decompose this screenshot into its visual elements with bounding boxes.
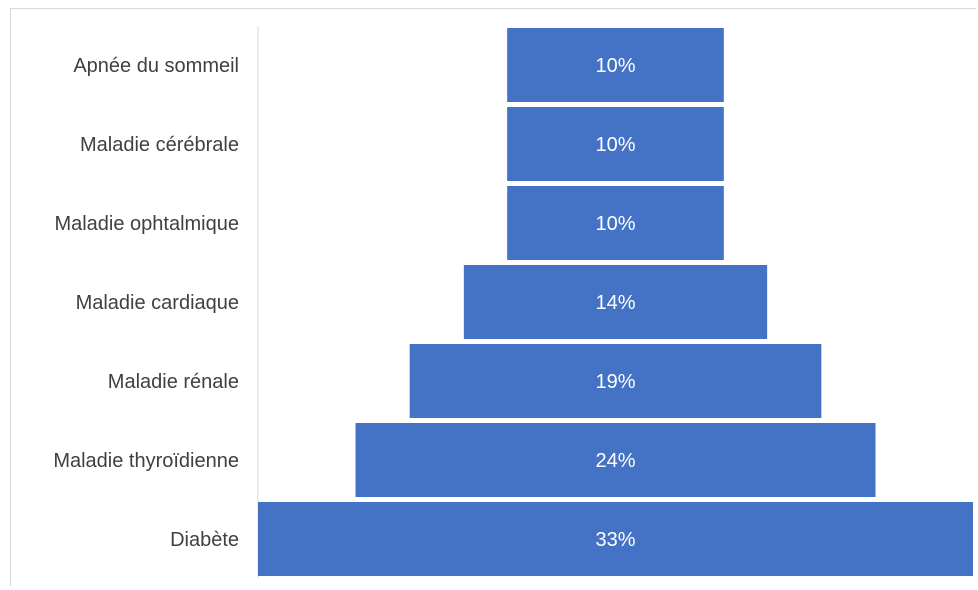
bar-2 <box>507 107 724 181</box>
chart-frame <box>10 8 976 586</box>
data-labels-group: 10% 10% 10% 14% 19% 24% 33% <box>595 55 635 551</box>
category-label-3: Maladie ophtalmique <box>54 213 239 235</box>
category-label-2: Maladie cérébrale <box>80 134 239 156</box>
data-label-3: 10% <box>595 213 635 235</box>
bar-7 <box>258 502 973 576</box>
category-label-7: Diabète <box>170 529 239 551</box>
bar-6 <box>355 423 876 497</box>
category-labels-group: Apnée du sommeil Maladie cérébrale Maladie… <box>53 55 239 551</box>
bars-group <box>258 28 973 576</box>
bar-1 <box>507 28 724 102</box>
data-label-2: 10% <box>595 134 635 156</box>
category-label-1: Apnée du sommeil <box>73 55 239 77</box>
data-label-7: 33% <box>595 529 635 551</box>
bar-5 <box>409 344 822 418</box>
bar-3 <box>507 186 724 260</box>
data-label-6: 24% <box>595 450 635 472</box>
data-label-5: 19% <box>595 371 635 393</box>
category-label-6: Maladie thyroïdienne <box>53 450 239 472</box>
data-label-4: 14% <box>595 292 635 314</box>
bar-4 <box>463 265 768 339</box>
category-label-5: Maladie rénale <box>108 371 239 393</box>
data-label-1: 10% <box>595 55 635 77</box>
category-label-4: Maladie cardiaque <box>76 292 239 314</box>
